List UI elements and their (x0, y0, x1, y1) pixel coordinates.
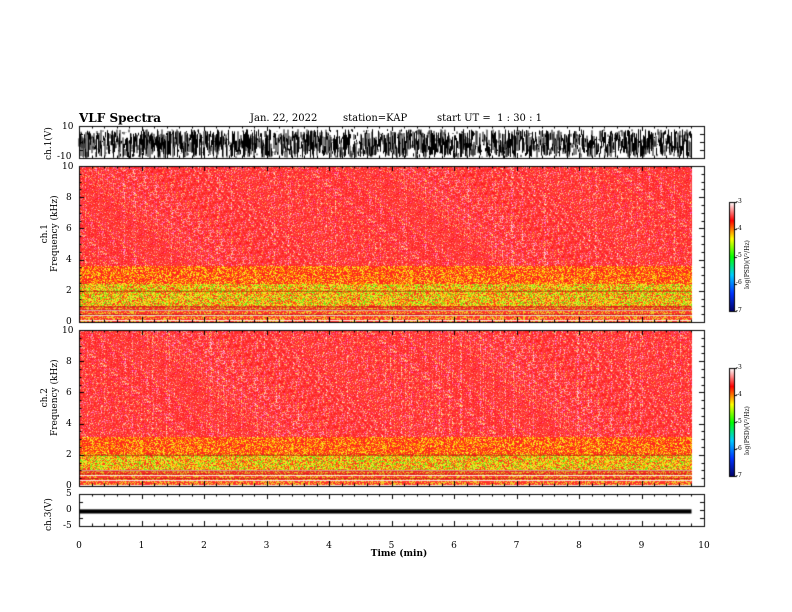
ch3-tick-label: 5 (66, 489, 72, 499)
station-label: station=KAP (343, 113, 408, 124)
cb2-tick-label: -5 (736, 418, 742, 425)
time-tick-label: 5 (388, 541, 395, 551)
ch1-freq-tick-label: 2 (66, 286, 72, 296)
ch2-freq-tick-label: 6 (66, 388, 72, 398)
time-tick-label: 3 (263, 541, 270, 551)
ch3-voltage-axis-label: ch.3(V) (44, 498, 54, 531)
cb1-tick-label: -7 (736, 307, 742, 314)
time-tick-label: 10 (698, 541, 710, 551)
ch1-freq-tick-label: 0 (66, 317, 72, 327)
cb2-tick-label: -6 (736, 445, 742, 452)
start-time-label: start UT = 1 : 30 : 1 (437, 113, 543, 124)
ch2-freq-tick-label: 4 (66, 419, 72, 429)
cb1-tick-label: -3 (736, 198, 742, 205)
cb2-tick-label: -3 (736, 364, 742, 371)
cb1-tick-label: -6 (736, 279, 742, 286)
time-tick-label: 6 (451, 541, 457, 551)
ch2-frequency-axis-label: ch.2 Frequency (kHz) (40, 359, 60, 436)
ch1-freq-tick-label: 4 (66, 255, 72, 265)
ch1-tick-label: 10 (62, 122, 74, 132)
ch2-freq-tick-label: 10 (62, 326, 74, 336)
ch2-freq-tick-label: 0 (66, 481, 72, 491)
x-axis-label: Time (min) (370, 549, 428, 559)
ch3-tick-label: 0 (66, 505, 72, 515)
cb1-tick-label: -5 (736, 252, 742, 259)
cb1-tick-label: -4 (736, 225, 742, 232)
cb2-tick-label: -4 (736, 391, 742, 398)
ch2-freq-tick-label: 8 (66, 357, 72, 367)
cb2-label: log(PSD)(V²/Hz) (744, 406, 751, 455)
time-tick-label: 2 (201, 541, 207, 551)
time-tick-label: 9 (638, 541, 645, 551)
date-label: Jan. 22, 2022 (250, 113, 318, 124)
time-tick-label: 1 (138, 541, 145, 551)
time-tick-label: 4 (326, 541, 332, 551)
ch1-tick-label: -10 (57, 152, 72, 162)
ch1-freq-tick-label: 6 (66, 224, 72, 234)
time-tick-label: 8 (576, 541, 582, 551)
cb2-tick-label: -7 (736, 472, 742, 479)
figure-title: VLF Spectra (79, 111, 162, 125)
ch3-tick-label: -5 (63, 521, 72, 531)
cb1-label: log(PSD)(V²/Hz) (744, 240, 751, 289)
time-tick-label: 7 (513, 541, 520, 551)
ch1-frequency-axis-label: ch.1 Frequency (kHz) (40, 195, 60, 272)
ch1-voltage-axis-label: ch.1(V) (44, 127, 54, 160)
ch1-freq-tick-label: 10 (62, 162, 74, 172)
ch2-freq-tick-label: 2 (66, 450, 72, 460)
ch1-freq-tick-label: 8 (66, 193, 72, 203)
time-tick-label: 0 (76, 541, 82, 551)
